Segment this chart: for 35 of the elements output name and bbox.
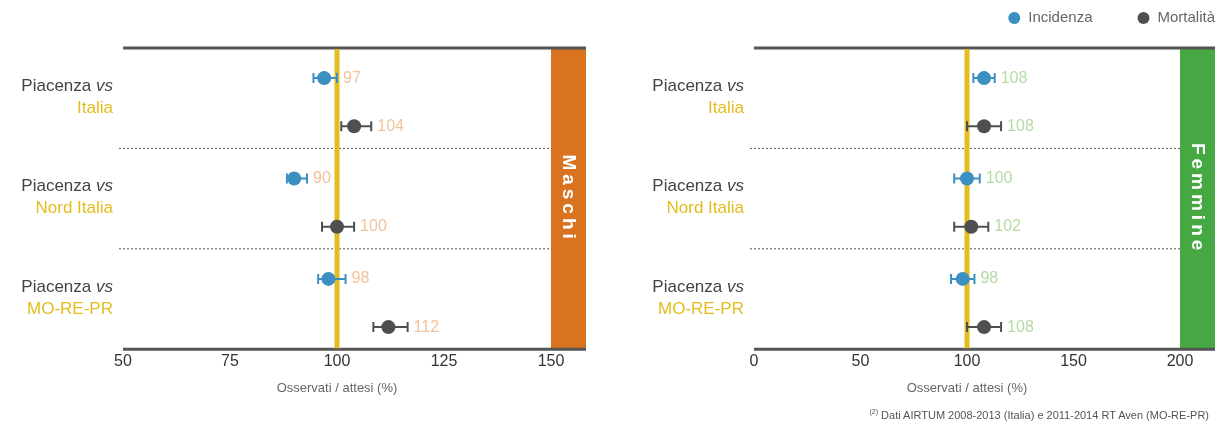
y-tick-label: Piacenza vs Nord Italia — [652, 176, 745, 218]
x-tick-label: 50 — [114, 352, 132, 370]
legend-label: Mortalità — [1157, 8, 1216, 26]
data-label: 112 — [413, 317, 440, 335]
y-tick-label: Piacenza vs Italia — [652, 75, 745, 117]
x-axis-title: Osservati / attesi (%) — [906, 379, 1028, 395]
data-label: 108 — [1007, 317, 1034, 335]
y-tick-label: Piacenza vs Nord Italia — [21, 176, 114, 218]
x-tick-label: 150 — [1060, 352, 1087, 370]
data-label: 108 — [1007, 116, 1034, 134]
x-tick-label: 150 — [537, 352, 565, 370]
text: Maschi — [559, 154, 581, 243]
data-label: 90 — [313, 168, 331, 186]
y-tick-label: Piacenza vs MO-RE-PR — [21, 276, 114, 318]
text: $^{(2)}$ Dati AIRTUM 2008-2013 (Italia) e 2011-2014 RT Aven (MO-RE-PR) — [869, 408, 1209, 421]
y-tick-label: Piacenza vs MO-RE-PR — [652, 276, 745, 318]
legend-label: Incidenza — [1028, 8, 1094, 26]
x-tick-label: 50 — [851, 352, 870, 370]
data-label: 100 — [360, 217, 387, 235]
data-label: 102 — [994, 217, 1022, 235]
x-tick-label: 100 — [953, 352, 981, 370]
data-label: 108 — [1000, 68, 1028, 86]
x-tick-label: 0 — [749, 352, 759, 370]
data-label: 97 — [343, 68, 361, 86]
x-tick-label: 100 — [323, 352, 351, 370]
text: Femmine — [1188, 142, 1210, 255]
data-label: 104 — [377, 116, 405, 134]
data-label: 98 — [351, 269, 370, 287]
y-tick-label: Piacenza vs Italia — [21, 75, 114, 117]
data-label: 98 — [980, 269, 999, 287]
data-label: 100 — [985, 168, 1013, 186]
x-tick-label: 125 — [430, 352, 458, 370]
x-tick-label: 75 — [221, 352, 239, 370]
x-axis-title: Osservati / attesi (%) — [276, 379, 398, 395]
x-tick-label: 200 — [1166, 352, 1194, 370]
